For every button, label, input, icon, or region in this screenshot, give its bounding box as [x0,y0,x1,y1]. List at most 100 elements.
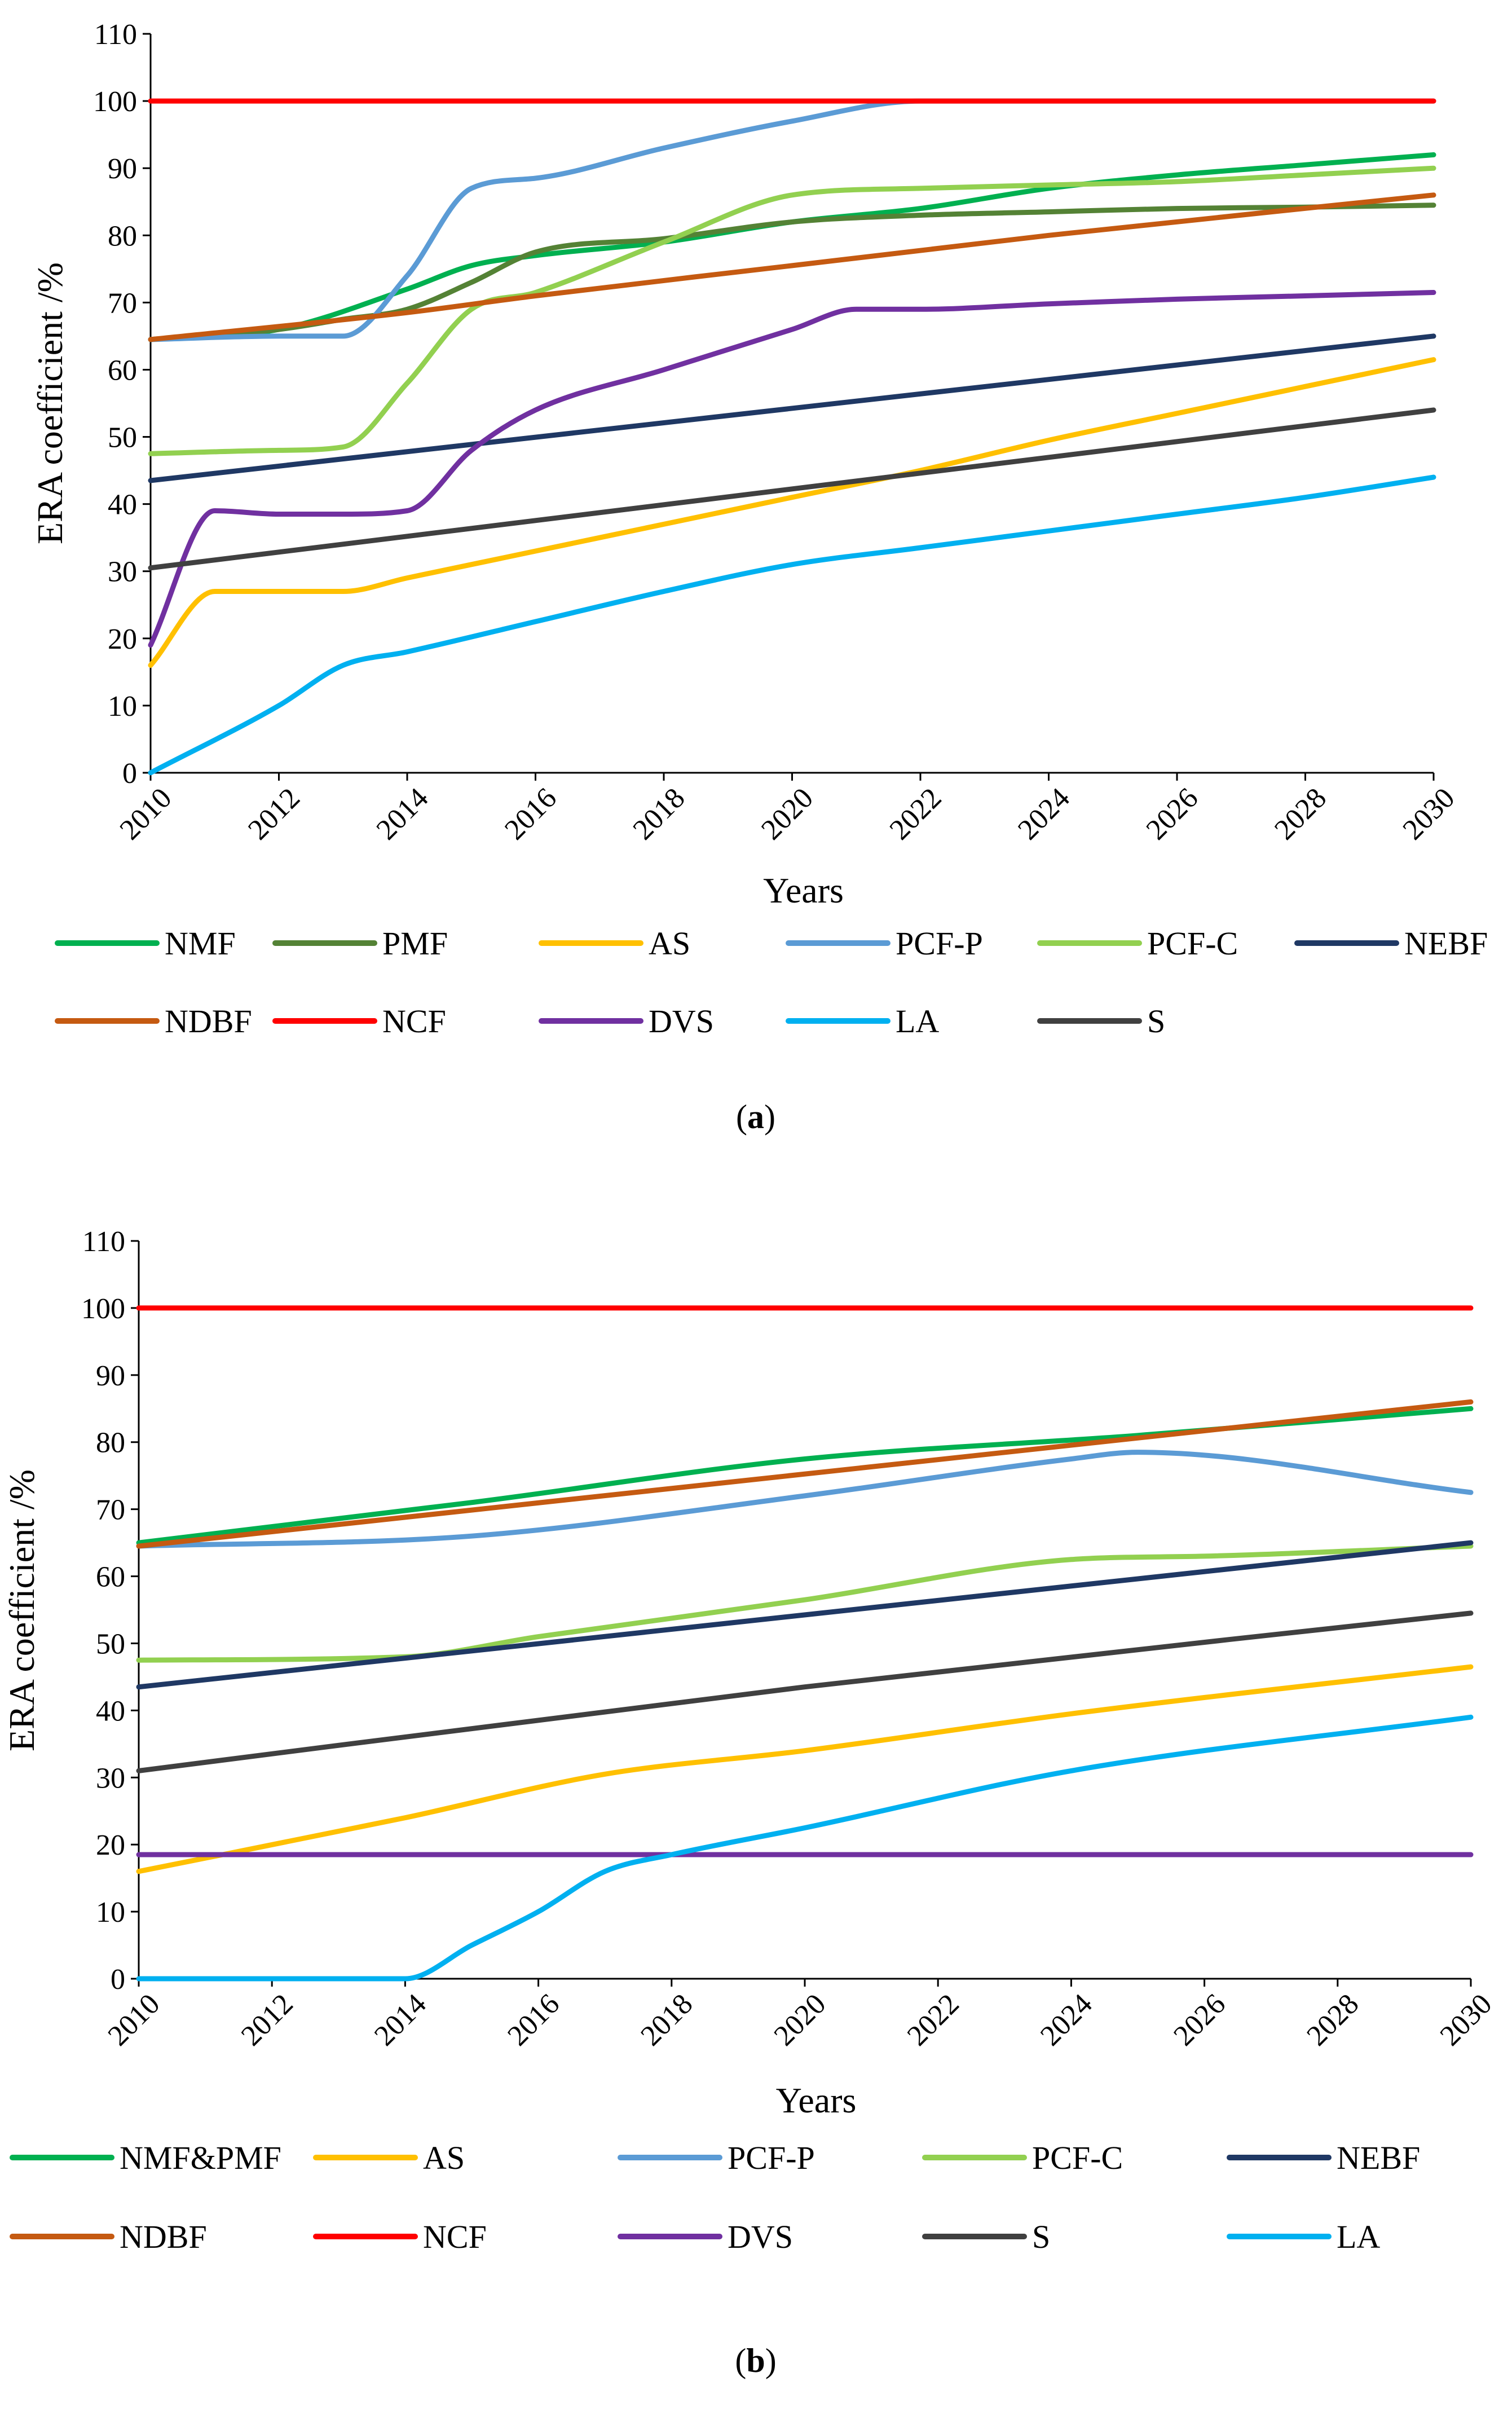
legend-item-ndbf: NDBF [10,2218,207,2255]
legend-item-pcf-p: PCF-P [786,925,983,962]
series-line-s [136,1610,1474,1773]
x-tick-label: 2014 [368,1988,433,2052]
legend: NMF PMF AS PCF-P PCF-C NEBF NDBF NCF DVS LA S [55,925,1488,1040]
x-tick-label: 2018 [634,1988,699,2052]
series-line-nebf [148,333,1436,483]
legend-item-pmf: PMF [272,925,448,962]
x-tick-label: 2026 [1140,782,1205,846]
legend-item-pcf-c: PCF-C [1037,925,1238,962]
legend-item-nmf: NMF [55,925,236,962]
legend-label: AS [649,925,690,962]
y-tick-label: 70 [96,1494,125,1526]
x-tick-label: 2024 [1034,1988,1099,2052]
legend-item-ncf: NCF [313,2218,487,2255]
caption-paren: ) [765,2342,777,2379]
y-tick-label: 20 [108,623,137,655]
x-tick-label: 2024 [1012,782,1076,846]
series-line-pcf-c [148,165,1436,456]
caption-paren: ( [735,2342,746,2379]
y-tick-label: 50 [108,422,137,454]
x-tick-label: 2012 [235,1988,299,2052]
y-tick-label: 30 [108,556,137,588]
panel-caption: (b) [735,2342,776,2379]
legend-label: NEBF [1404,925,1488,962]
legend-item-ndbf: NDBF [55,1003,252,1040]
legend-label: PMF [382,925,448,962]
series-line-as [136,1664,1474,1874]
series-line-as [148,357,1436,668]
series-line-s [148,407,1436,571]
y-tick-label: 0 [122,758,137,790]
y-tick-label: 10 [96,1896,125,1929]
y-tick-label: 80 [96,1427,125,1459]
legend-label: LA [1337,2218,1380,2255]
legend-label: S [1032,2218,1050,2255]
series-line-ndbf [148,192,1436,342]
caption-letter: b [746,2342,765,2379]
legend-item-pcf-c: PCF-C [922,2139,1123,2176]
series-line-la [148,474,1436,776]
x-axis-label: Years [763,870,844,910]
legend-label: PCF-C [1032,2139,1123,2176]
y-tick-label: 90 [108,153,137,185]
y-tick-label: 60 [96,1561,125,1593]
x-tick-label: 2030 [1397,782,1461,846]
caption-paren: ( [736,1098,747,1135]
legend-label: NMF [165,925,236,962]
x-tick-label: 2012 [242,782,306,846]
legend-label: NMF&PMF [120,2139,281,2176]
y-tick-label: 0 [111,1963,125,1996]
x-tick-label: 2018 [627,782,691,846]
legend-item-as: AS [313,2139,465,2176]
legend-label: NDBF [120,2218,207,2255]
x-tick-label: 2030 [1434,1988,1498,2052]
legend: NMF&PMF AS PCF-P PCF-C NEBF NDBF NCF DVS S LA [10,2139,1420,2255]
x-tick-label: 2016 [501,1988,566,2052]
legend-label: NCF [382,1003,446,1040]
y-tick-label: 20 [96,1829,125,1861]
legend-item-nebf: NEBF [1294,925,1488,962]
legend-label: DVS [728,2218,793,2255]
x-tick-label: 2028 [1268,782,1333,846]
y-tick-label: 70 [108,287,137,319]
series-line-nebf [136,1540,1474,1690]
legend-label: NCF [423,2218,487,2255]
y-tick-label: 100 [81,1293,125,1325]
y-tick-label: 30 [96,1762,125,1794]
legend-label: S [1147,1003,1165,1040]
legend-item-nebf: NEBF [1227,2139,1420,2176]
y-tick-label: 60 [108,354,137,386]
y-axis-label: ERA coefficient /% [30,262,70,544]
x-tick-label: 2022 [901,1988,966,2052]
legend-label: PCF-P [728,2139,815,2176]
x-tick-label: 2010 [102,1988,166,2052]
legend-label: AS [423,2139,465,2176]
legend-item-s: S [1037,1003,1165,1040]
x-tick-label: 2014 [371,782,435,846]
x-tick-label: 2020 [755,782,819,846]
legend-item-la: LA [1227,2218,1380,2255]
legend-label: NEBF [1337,2139,1420,2176]
y-tick-label: 40 [108,489,137,521]
legend-item-nmf-pmf: NMF&PMF [10,2139,281,2176]
series-line-pcf-p [136,1450,1474,1549]
x-tick-label: 2016 [499,782,563,846]
legend-item-dvs: DVS [618,2218,793,2255]
x-tick-label: 2028 [1301,1988,1365,2052]
x-tick-label: 2020 [768,1988,832,2052]
y-tick-label: 100 [93,86,137,118]
legend-item-s: S [922,2218,1050,2255]
y-tick-label: 10 [108,690,137,723]
legend-label: DVS [649,1003,714,1040]
y-tick-label: 90 [96,1360,125,1392]
legend-item-dvs: DVS [539,1003,714,1040]
y-tick-label: 80 [108,220,137,252]
legend-item-la: LA [786,1003,939,1040]
caption-letter: a [747,1098,764,1135]
x-tick-label: 2026 [1167,1988,1232,2052]
series-line-ndbf [136,1399,1474,1549]
y-tick-label: 40 [96,1695,125,1727]
